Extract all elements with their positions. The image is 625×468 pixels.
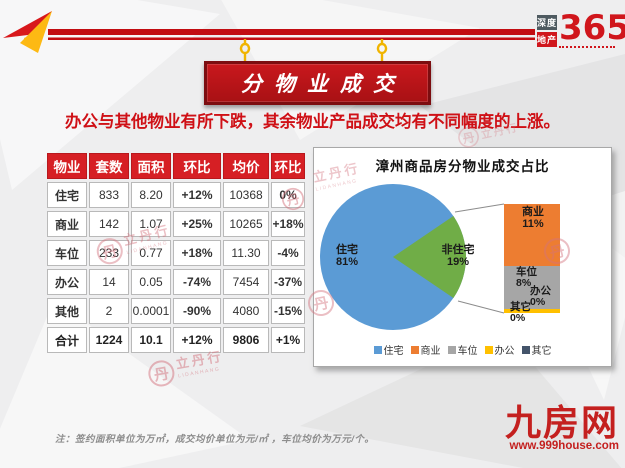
site-logo: 九房网 www.999house.com: [505, 404, 619, 452]
cell-units: 833: [89, 182, 129, 208]
legend-item-parking: 车位: [447, 342, 478, 357]
bar-segment-parking: [504, 266, 560, 309]
cell-units: 142: [89, 211, 129, 237]
cell-mom-area: +25%: [173, 211, 221, 237]
cell-mom-area: -90%: [173, 298, 221, 324]
chart-title: 漳州商品房分物业成交占比: [375, 159, 550, 174]
cell-mom-area: -74%: [173, 269, 221, 295]
legend-swatch-icon: [484, 345, 493, 354]
table-total-row: 合计 1224 10.1 +12% 9806 +1%: [47, 327, 305, 353]
row-label: 车位: [47, 240, 87, 266]
cell-price: 7454: [223, 269, 269, 295]
row-label: 住宅: [47, 182, 87, 208]
bar-label-office: 办公 0%: [530, 285, 551, 308]
cell-price: 10368: [223, 182, 269, 208]
table-row: 车位 233 0.77 +18% 11.30 -4%: [47, 240, 305, 266]
col-header-mom-area: 环比: [173, 153, 221, 179]
cell-area: 0.0001: [131, 298, 171, 324]
cell-price: 10265: [223, 211, 269, 237]
footnote: 注：签约面积单位为万㎡，成交均价单位为元/㎡ ，车位均价为万元/个。: [55, 434, 375, 445]
cell-mom-area: +12%: [173, 182, 221, 208]
section-banner: 分物业成交: [204, 61, 431, 105]
brand-logo: 深度 地产 365: [537, 11, 625, 48]
legend-item-residential: 住宅: [373, 342, 404, 357]
bar-segment-office: [504, 309, 560, 313]
pie-slice-nonresidential: [393, 216, 467, 298]
headline-text: 办公与其他物业有所下跌，其余物业产品成交均有不同幅度的上涨。: [65, 113, 560, 131]
chart-panel: 漳州商品房分物业成交占比 住宅 81% 非住宅 19% 商业 11% 车位 8% 办公 0…: [313, 147, 612, 367]
cell-mom-price: 0%: [271, 182, 305, 208]
cell-area: 0.77: [131, 240, 171, 266]
row-label: 其他: [47, 298, 87, 324]
legend-swatch-icon: [410, 345, 419, 354]
brand-number: 365: [559, 8, 625, 48]
bar-label-commercial: 商业 11%: [522, 206, 544, 230]
double-rule-line: [48, 29, 535, 40]
cell-mom-price: -37%: [271, 269, 305, 295]
brand-word-1: 深度: [537, 15, 557, 30]
col-header-area: 面积: [131, 153, 171, 179]
cell-mom-area: +18%: [173, 240, 221, 266]
legend-swatch-icon: [373, 345, 382, 354]
table-row: 住宅 833 8.20 +12% 10368 0%: [47, 182, 305, 208]
cell-price: 4080: [223, 298, 269, 324]
legend-item-other: 其它: [521, 342, 552, 357]
chart-legend: 住宅 商业 车位 办公 其它: [314, 342, 611, 357]
col-header-price: 均价: [223, 153, 269, 179]
cell-units: 2: [89, 298, 129, 324]
table-row: 办公 14 0.05 -74% 7454 -37%: [47, 269, 305, 295]
cell-price: 11.30: [223, 240, 269, 266]
cell-units: 233: [89, 240, 129, 266]
table-row: 其他 2 0.0001 -90% 4080 -15%: [47, 298, 305, 324]
connector-line-bottom: [457, 300, 505, 314]
brand-word-2: 地产: [537, 32, 557, 47]
brand-logo-boxes: 深度 地产: [537, 15, 557, 47]
property-data-table: 物业 套数 面积 环比 均价 环比 住宅 833 8.20 +12% 10368…: [45, 150, 307, 356]
section-title: 分物业成交: [241, 71, 406, 96]
cell-price: 9806: [223, 327, 269, 353]
cell-mom-area: +12%: [173, 327, 221, 353]
connector-line-top: [454, 203, 505, 213]
col-header-mom-price: 环比: [271, 153, 305, 179]
cell-mom-price: -4%: [271, 240, 305, 266]
pie-label-residential: 住宅 81%: [335, 244, 359, 268]
col-header-property: 物业: [47, 153, 87, 179]
cell-mom-price: -15%: [271, 298, 305, 324]
row-label: 合计: [47, 327, 87, 353]
cell-units: 14: [89, 269, 129, 295]
cell-mom-price: +18%: [271, 211, 305, 237]
legend-item-commercial: 商业: [410, 342, 441, 357]
cell-units: 1224: [89, 327, 129, 353]
paper-plane-arrow-icon: [3, 11, 52, 53]
table-header-row: 物业 套数 面积 环比 均价 环比: [47, 153, 305, 179]
col-header-units: 套数: [89, 153, 129, 179]
legend-swatch-icon: [447, 345, 456, 354]
site-name: 九房网: [504, 402, 619, 444]
row-label: 商业: [47, 211, 87, 237]
cell-area: 1.07: [131, 211, 171, 237]
cell-mom-price: +1%: [271, 327, 305, 353]
legend-item-office: 办公: [484, 342, 515, 357]
bar-segment-commercial: [504, 204, 560, 266]
table-row: 商业 142 1.07 +25% 10265 +18%: [47, 211, 305, 237]
legend-swatch-icon: [521, 345, 530, 354]
brand-dots: [559, 46, 615, 48]
site-url: www.999house.com: [509, 440, 620, 452]
cell-area: 0.05: [131, 269, 171, 295]
bar-label-other: 其它 0%: [510, 301, 531, 324]
cell-area: 8.20: [131, 182, 171, 208]
pie-of-pie-chart: [320, 184, 560, 330]
bar-label-parking: 车位 8%: [516, 266, 537, 289]
pie-label-nonresidential: 非住宅 19%: [441, 244, 475, 268]
row-label: 办公: [47, 269, 87, 295]
cell-area: 10.1: [131, 327, 171, 353]
